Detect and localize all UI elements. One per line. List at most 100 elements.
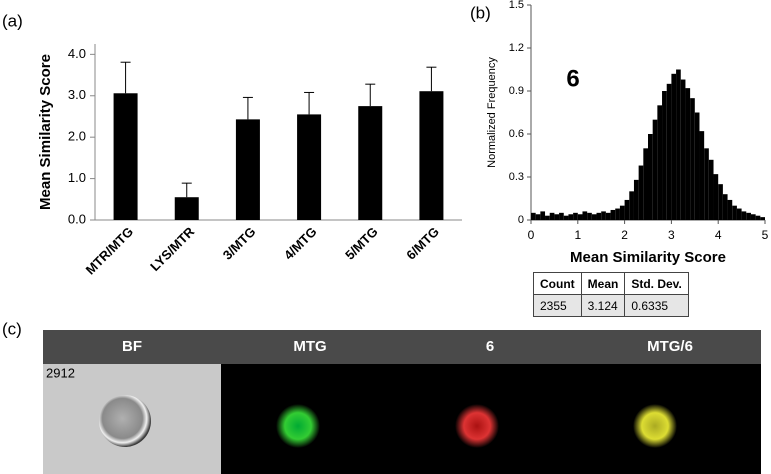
bar [297,114,322,220]
object-id: 2912 [46,365,75,380]
hist-bar [760,217,765,220]
hist-bar [732,205,737,220]
hist-bar [736,208,742,220]
x-tick-label: LYS/MTR [147,224,198,275]
table-cell: 0.6335 [624,294,689,317]
hist-bar [741,211,747,220]
hist-bar [549,212,555,220]
hist-bar [685,88,691,220]
hist-bar [722,194,728,220]
image-header: MTG/6 [647,338,693,355]
hist-bar [554,214,560,220]
x-tick-label: 6/MTG [403,224,442,263]
x-tick-label: 1 [574,228,581,242]
hist-bar [563,215,569,220]
hist-bar [605,212,611,220]
hist-bar [624,199,630,220]
hist-bar [750,214,756,220]
hist-bar [629,191,634,220]
hist-bar [690,98,695,220]
image-header: MTG [293,338,326,355]
image-header: BF [122,338,142,355]
x-tick-label: 4/MTG [281,224,320,263]
hist-bar [582,211,588,220]
hist-bar [666,83,672,220]
hist-bar [713,174,719,220]
hist-bar [704,148,709,220]
merge-cell [633,404,677,448]
panel-label: (c) [2,319,22,338]
hist-bar [587,212,592,220]
image-header-bar [43,330,761,364]
x-tick-label: 2 [621,228,628,242]
y-axis-label: Normalized Frequency [486,57,498,168]
x-tick-label: 3 [668,228,675,242]
stats-table: Count Mean Std. Dev. 2355 3.124 0.6335 [533,272,689,317]
y-tick-label: 0 [518,214,524,226]
hist-bar [694,112,700,220]
y-tick-label: 0.3 [509,171,524,183]
table-cell: 3.124 [580,294,626,317]
hist-bar [638,165,644,220]
bar [113,93,138,220]
x-tick-label: 5 [762,228,769,242]
table-cell: 2355 [533,294,582,317]
x-axis-label: Mean Similarity Score [570,249,726,266]
annotation: 6 [566,65,579,92]
x-tick-label: 4 [715,228,722,242]
y-tick-label: 2.0 [68,129,86,144]
x-tick-label: 3/MTG [220,224,259,263]
hist-bar [540,211,546,220]
y-tick-label: 1.0 [68,170,86,185]
hist-bar [657,105,663,220]
mtg-cell [276,404,320,448]
y-tick-label: 1.5 [509,0,524,11]
bar [419,91,444,220]
hist-bar [568,214,574,220]
bar [174,197,199,220]
x-tick-label: MTR/MTG [83,224,136,277]
hist-bar [648,134,653,220]
table-header: Std. Dev. [624,272,689,295]
hist-bar [531,212,536,220]
hist-bar [559,212,564,220]
hist-bar [573,212,578,220]
hist-bar [708,159,714,220]
hist-bar [535,214,541,220]
hist-bar [596,212,602,220]
hist-bar [615,208,620,220]
image-header: 6 [486,338,494,355]
hist-bar [619,205,625,220]
y-tick-label: 0.6 [509,128,524,140]
hist-bar [676,69,681,220]
y-axis-label: Mean Similarity Score [37,54,54,210]
hist-bar [662,91,667,220]
hist-bar [633,179,639,220]
hist-bar [727,199,733,220]
hist-bar [746,212,751,220]
y-tick-label: 0.0 [68,211,86,226]
probe-cell [455,404,499,448]
hist-bar [699,131,705,220]
y-tick-label: 1.2 [509,42,524,54]
x-tick-label: 5/MTG [342,224,381,263]
hist-bar [671,73,677,220]
hist-bar [680,79,686,221]
hist-bar [545,215,550,220]
hist-bar [591,214,597,220]
hist-bar [577,214,583,220]
hist-bar [652,119,658,220]
bar [358,106,383,220]
panel-label: (a) [2,11,23,30]
hist-bar [610,209,616,220]
table-header: Count [533,272,582,295]
hist-bar [601,211,606,220]
hist-bar [718,184,723,220]
bf-cell [99,395,151,447]
y-tick-label: 3.0 [68,87,86,102]
panel-label: (b) [470,3,491,22]
y-tick-label: 0.9 [509,85,524,97]
table-header: Mean [580,272,626,295]
